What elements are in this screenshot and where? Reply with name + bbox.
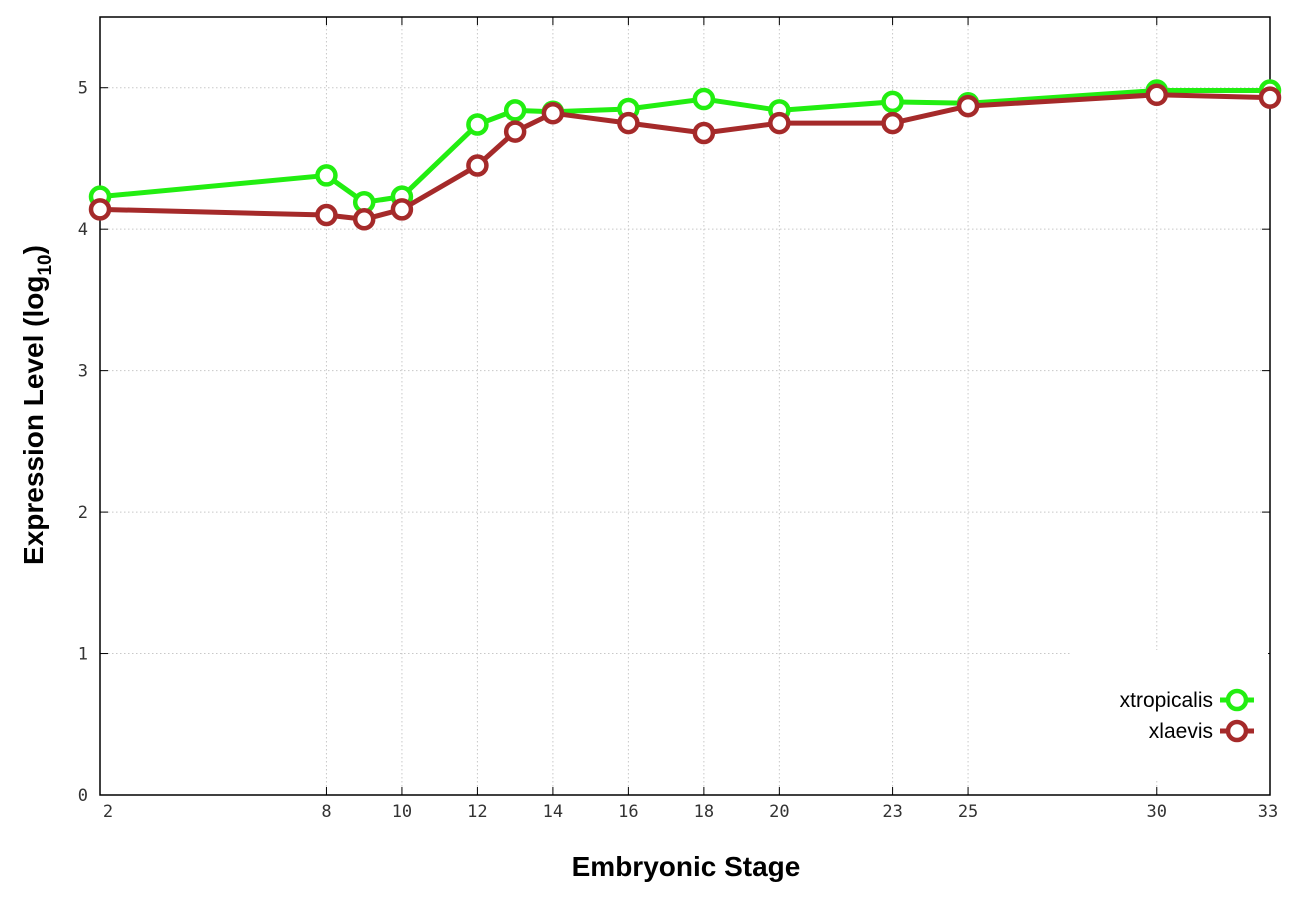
x-tick-label: 20 xyxy=(769,802,789,822)
x-tick-label: 2 xyxy=(103,802,113,822)
grid xyxy=(99,17,1271,796)
x-tick-label: 23 xyxy=(882,802,902,822)
series-xlaevis xyxy=(88,83,1282,231)
data-point-xtropicalis xyxy=(466,113,489,136)
x-tick-label: 18 xyxy=(694,802,714,822)
data-point-xlaevis xyxy=(390,198,414,221)
x-tick-label: 12 xyxy=(467,802,487,822)
data-point-xtropicalis xyxy=(692,87,716,111)
x-tick-label: 33 xyxy=(1258,802,1278,822)
data-point-xlaevis xyxy=(692,121,716,145)
y-axis-title-close: ) xyxy=(18,245,49,254)
x-tick-label: 14 xyxy=(543,802,563,822)
data-point-xlaevis xyxy=(315,203,338,227)
legend-label: xlaevis xyxy=(1149,720,1213,743)
data-point-xlaevis xyxy=(881,111,904,135)
legend-swatch-marker xyxy=(1225,688,1249,712)
legend-item-xtropicalis: xtropicalis xyxy=(1120,688,1254,712)
series-xtropicalis xyxy=(88,79,1282,214)
y-tick-label: 0 xyxy=(78,786,88,806)
legend-swatch-marker xyxy=(1225,719,1249,743)
data-point-xlaevis xyxy=(503,120,527,143)
y-tick-label: 4 xyxy=(78,220,88,240)
x-tick-label: 30 xyxy=(1147,802,1167,822)
legend-item-xlaevis: xlaevis xyxy=(1149,719,1254,743)
x-tick-label: 16 xyxy=(618,802,638,822)
x-axis-title: Embryonic Stage xyxy=(572,851,801,882)
data-point-xlaevis xyxy=(617,111,640,135)
data-point-xlaevis xyxy=(1145,83,1169,107)
series-layer xyxy=(88,79,1282,231)
data-point-xlaevis xyxy=(88,198,112,221)
data-point-xtropicalis xyxy=(503,99,527,122)
data-point-xtropicalis xyxy=(315,164,338,187)
legend-background xyxy=(1072,650,1268,780)
y-axis-title-main: Expression Level (log xyxy=(18,276,49,565)
data-point-xlaevis xyxy=(768,111,791,135)
data-point-xlaevis xyxy=(352,208,376,231)
data-point-xlaevis xyxy=(956,94,980,118)
data-point-xlaevis xyxy=(541,101,565,125)
series-line-xlaevis xyxy=(99,92,1271,222)
data-point-xlaevis xyxy=(466,154,489,177)
plot-frame xyxy=(99,16,1271,796)
y-tick-label: 3 xyxy=(78,362,88,382)
y-tick-label: 1 xyxy=(78,645,88,665)
x-tick-label: 25 xyxy=(958,802,978,822)
x-tick-label: 8 xyxy=(321,802,331,822)
x-tick-label: 10 xyxy=(392,802,412,822)
data-point-xlaevis xyxy=(1258,86,1282,109)
series-line-xtropicalis xyxy=(99,88,1270,205)
y-axis-title-subscript: 10 xyxy=(35,254,56,275)
y-tick-label: 5 xyxy=(78,79,88,99)
legend-label: xtropicalis xyxy=(1120,689,1213,712)
y-axis-title: Expression Level (log10) xyxy=(18,245,56,565)
y-tick-label: 2 xyxy=(78,503,88,523)
legend: xtropicalis xlaevis xyxy=(1072,650,1268,780)
data-point-xtropicalis xyxy=(881,90,904,114)
